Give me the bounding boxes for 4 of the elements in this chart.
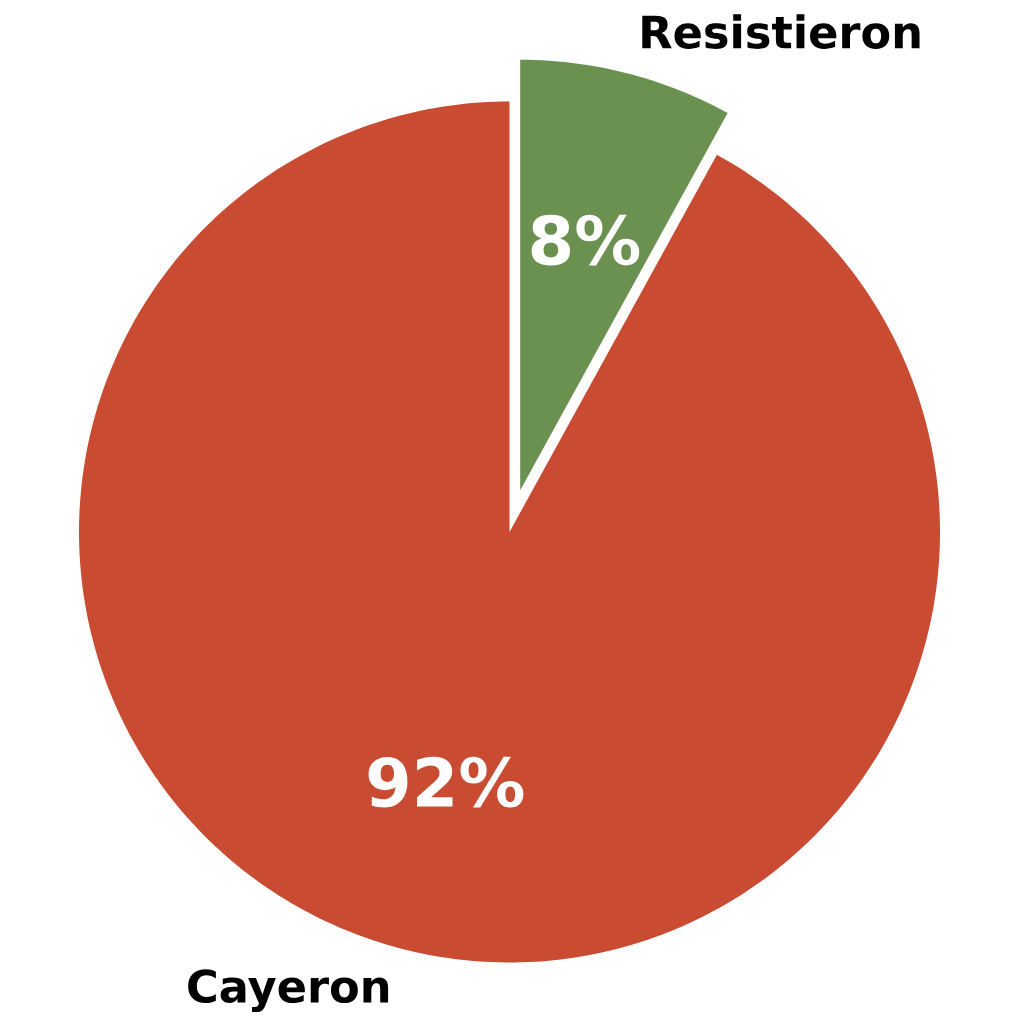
data-label: 8% (531, 214, 640, 266)
slice-label: Resistieron (642, 14, 920, 49)
data-label: 92% (368, 756, 524, 808)
slice-label: Cayeron (188, 969, 389, 1013)
